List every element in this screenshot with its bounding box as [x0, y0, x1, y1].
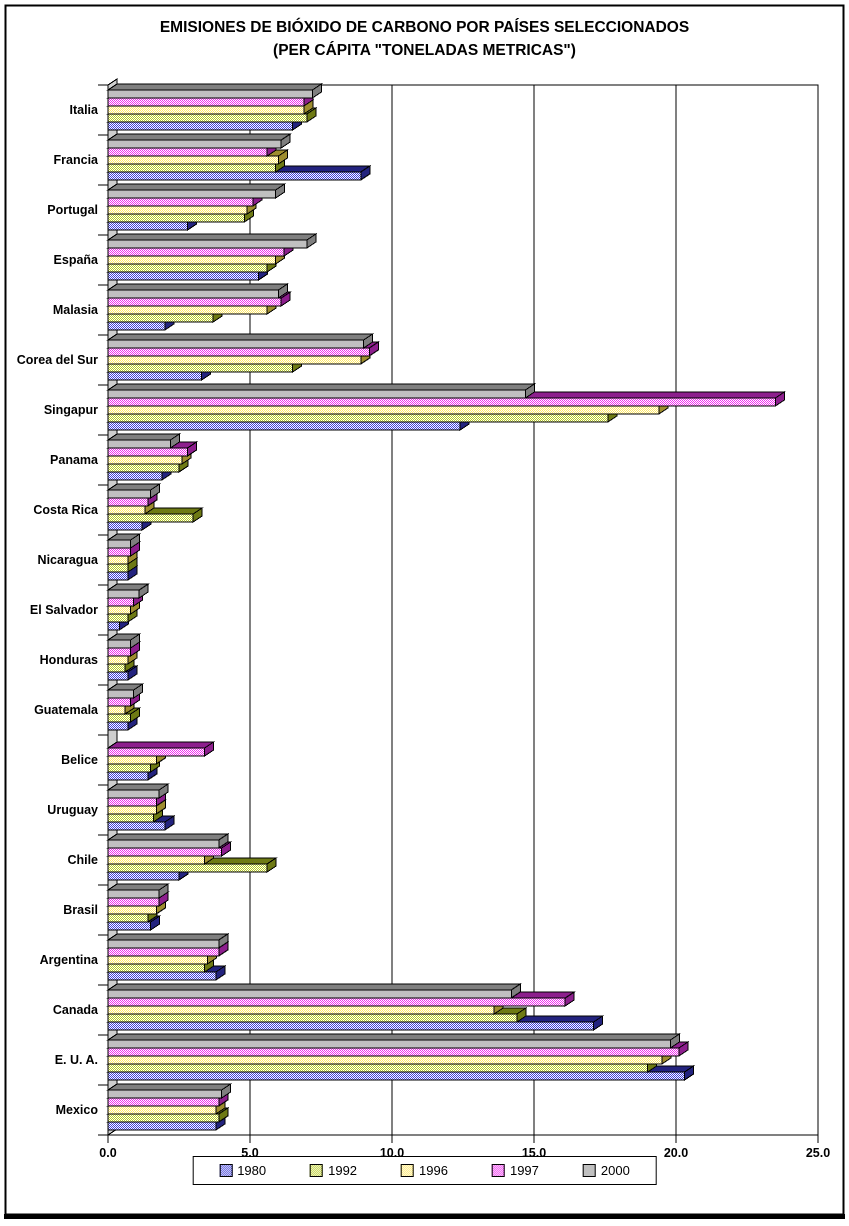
bar-portugal-2000: [106, 183, 287, 199]
legend-item-1996: 1996: [401, 1163, 448, 1178]
category-label-espan-a: España: [54, 253, 100, 267]
bar-francia-2000: [106, 133, 292, 149]
bar-belice-1997: [106, 741, 216, 757]
outer-frame-bottom: [4, 1214, 845, 1219]
category-label-brasil: Brasil: [63, 903, 98, 917]
legend-swatch-1992: [310, 1164, 324, 1177]
category-label-el-salvador: El Salvador: [30, 603, 98, 617]
legend-swatch-1997: [491, 1164, 505, 1177]
category-label-chile: Chile: [67, 853, 98, 867]
chart-title-line1: EMISIONES DE BIÓXIDO DE CARBONO POR PAÍS…: [159, 19, 690, 36]
category-label-corea-del-sur: Corea del Sur: [17, 353, 98, 367]
bar-el-salvador-2000: [106, 583, 150, 599]
legend-item-1980: 1980: [219, 1163, 266, 1178]
legend-swatch-1996: [401, 1164, 415, 1177]
category-label-belice: Belice: [61, 753, 98, 767]
category-label-portugal: Portugal: [47, 203, 98, 217]
category-label-canada: Canada: [53, 1003, 99, 1017]
chart-title-line2: (PER CÁPITA "TONELADAS METRICAS"): [273, 42, 576, 59]
bar-canada-2000: [106, 983, 522, 999]
category-label-malasia: Malasia: [53, 303, 99, 317]
bar-argentina-2000: [106, 933, 230, 949]
category-label-e-u-a: E. U. A.: [55, 1053, 98, 1067]
bar-italia-2000: [106, 83, 324, 99]
legend-label-1997: 1997: [509, 1163, 539, 1178]
category-label-mexico: Mexico: [56, 1103, 99, 1117]
bar-malasia-2000: [106, 283, 290, 299]
bar-chile-2000: [106, 833, 230, 849]
bar-brasil-2000: [106, 883, 170, 899]
bar-uruguay-2000: [106, 783, 170, 799]
category-label-argentina: Argentina: [40, 953, 99, 967]
x-tick-label-0.0: 0.0: [99, 1146, 116, 1160]
category-label-panama: Panama: [50, 453, 99, 467]
bar-e-u-a-2000: [106, 1033, 681, 1049]
legend-item-2000: 2000: [582, 1163, 630, 1178]
legend-item-1992: 1992: [310, 1163, 357, 1178]
legend-label-1980: 1980: [237, 1163, 267, 1178]
legend-swatch-2000: [582, 1164, 596, 1177]
bar-corea-del-sur-2000: [106, 333, 375, 349]
category-label-uruguay: Uruguay: [47, 803, 98, 817]
category-label-italia: Italia: [70, 103, 100, 117]
bar-espan-a-2000: [106, 233, 318, 249]
chart-title: EMISIONES DE BIÓXIDO DE CARBONO POR PAÍS…: [0, 16, 849, 62]
legend: 1980 1992 1996 1997 2000: [192, 1156, 657, 1185]
x-tick-label-25.0: 25.0: [806, 1146, 830, 1160]
legend-label-2000: 2000: [600, 1163, 630, 1178]
bar-honduras-2000: [106, 633, 142, 649]
legend-label-1992: 1992: [328, 1163, 358, 1178]
category-label-francia: Francia: [54, 153, 100, 167]
bar-costa-rica-2000: [106, 483, 162, 499]
legend-swatch-1980: [219, 1164, 233, 1177]
legend-label-1996: 1996: [419, 1163, 448, 1178]
category-label-guatemala: Guatemala: [34, 703, 99, 717]
category-label-honduras: Honduras: [40, 653, 98, 667]
bar-guatemala-2000: [106, 683, 145, 699]
category-label-singapur: Singapur: [44, 403, 98, 417]
category-label-nicaragua: Nicaragua: [38, 553, 99, 567]
bar-panama-2000: [106, 433, 182, 449]
x-tick-label-20.0: 20.0: [664, 1146, 688, 1160]
category-label-costa-rica: Costa Rica: [33, 503, 99, 517]
legend-item-1997: 1997: [491, 1163, 539, 1178]
bar-nicaragua-2000: [106, 533, 142, 549]
bar-mexico-2000: [106, 1083, 233, 1099]
bar-singapur-2000: [106, 383, 537, 399]
